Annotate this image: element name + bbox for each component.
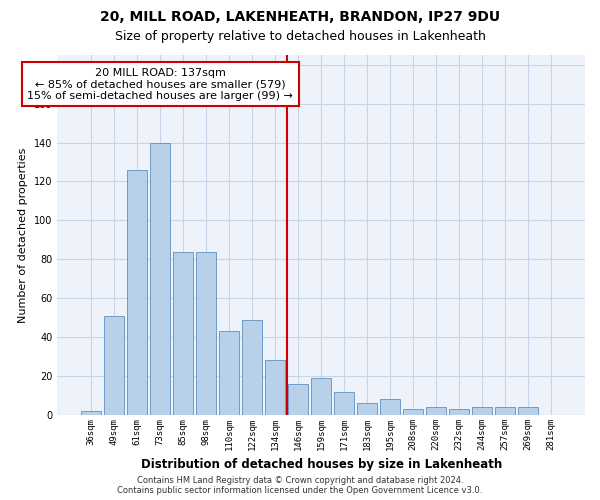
Bar: [196, 252, 216, 415]
Text: Contains HM Land Registry data © Crown copyright and database right 2024.
Contai: Contains HM Land Registry data © Crown c…: [118, 476, 482, 495]
Bar: [265, 360, 285, 415]
Bar: [220, 332, 239, 415]
Bar: [104, 316, 124, 415]
Text: Size of property relative to detached houses in Lakenheath: Size of property relative to detached ho…: [115, 30, 485, 43]
Bar: [427, 407, 446, 415]
Y-axis label: Number of detached properties: Number of detached properties: [19, 148, 28, 322]
Text: 20 MILL ROAD: 137sqm
← 85% of detached houses are smaller (579)
15% of semi-deta: 20 MILL ROAD: 137sqm ← 85% of detached h…: [27, 68, 293, 101]
Bar: [358, 404, 377, 415]
Bar: [82, 411, 101, 415]
Bar: [151, 142, 170, 415]
Bar: [127, 170, 147, 415]
Bar: [472, 407, 492, 415]
Text: 20, MILL ROAD, LAKENHEATH, BRANDON, IP27 9DU: 20, MILL ROAD, LAKENHEATH, BRANDON, IP27…: [100, 10, 500, 24]
Bar: [289, 384, 308, 415]
X-axis label: Distribution of detached houses by size in Lakenheath: Distribution of detached houses by size …: [140, 458, 502, 471]
Bar: [242, 320, 262, 415]
Bar: [518, 407, 538, 415]
Bar: [311, 378, 331, 415]
Bar: [334, 392, 354, 415]
Bar: [173, 252, 193, 415]
Bar: [496, 407, 515, 415]
Bar: [449, 409, 469, 415]
Bar: [403, 409, 423, 415]
Bar: [380, 400, 400, 415]
